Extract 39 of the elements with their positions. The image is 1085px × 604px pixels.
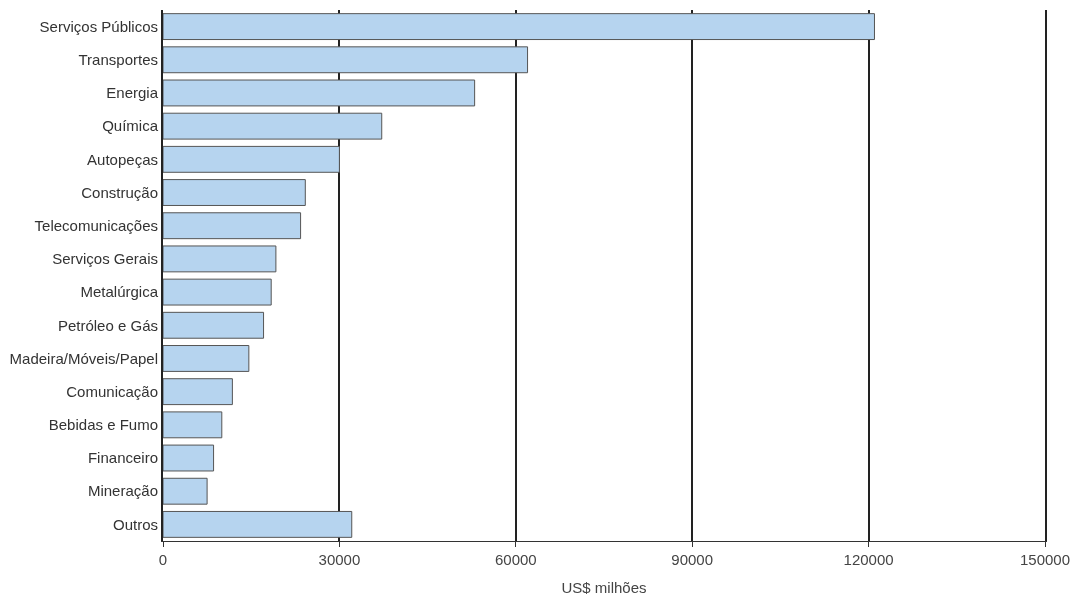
bar (163, 411, 223, 439)
bar (163, 311, 265, 339)
x-tick-label: 60000 (494, 551, 537, 568)
y-tick-label: Telecomunicações (34, 216, 158, 234)
y-tick-label: Transportes (78, 51, 158, 69)
y-tick-label: Mineração (87, 482, 158, 500)
bar (163, 345, 250, 372)
bar (163, 378, 233, 406)
bar (163, 245, 277, 273)
bar (163, 444, 215, 472)
bar (163, 510, 353, 538)
y-tick-label: Bebidas e Fumo (48, 416, 158, 434)
y-tick-label: Comunicação (66, 382, 158, 400)
y-tick-label: Metalúrgica (80, 283, 159, 301)
y-tick-label: Construção (81, 183, 158, 201)
bar (163, 179, 306, 206)
y-tick-label: Serviços Públicos (39, 17, 158, 35)
y-tick-label: Madeira/Móveis/Papel (9, 349, 158, 367)
bar (163, 46, 529, 74)
x-tick-label: 120000 (843, 551, 894, 568)
y-tick-label: Financeiro (87, 449, 158, 467)
bar (163, 477, 208, 505)
x-tick-label: 150000 (1019, 551, 1071, 568)
y-tick-label: Autopeças (87, 150, 158, 168)
y-tick-label: Petróleo e Gás (57, 316, 158, 334)
y-tick-label: Energia (106, 84, 159, 102)
x-tick-label: 0 (158, 551, 168, 568)
x-axis-title: US$ milhões (561, 579, 647, 596)
bar (163, 278, 272, 306)
x-tick-label: 90000 (671, 551, 714, 568)
x-tick-label: 30000 (318, 551, 361, 568)
y-tick-label: Química (102, 117, 159, 135)
bar (163, 212, 302, 240)
bar (163, 13, 875, 41)
y-tick-label: Serviços Gerais (52, 250, 158, 268)
y-tick-label: Outros (112, 515, 158, 533)
bar (163, 145, 340, 173)
bar (163, 112, 383, 140)
bar (163, 79, 476, 107)
